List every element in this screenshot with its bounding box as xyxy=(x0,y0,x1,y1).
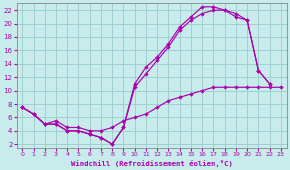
X-axis label: Windchill (Refroidissement éolien,°C): Windchill (Refroidissement éolien,°C) xyxy=(71,159,233,167)
